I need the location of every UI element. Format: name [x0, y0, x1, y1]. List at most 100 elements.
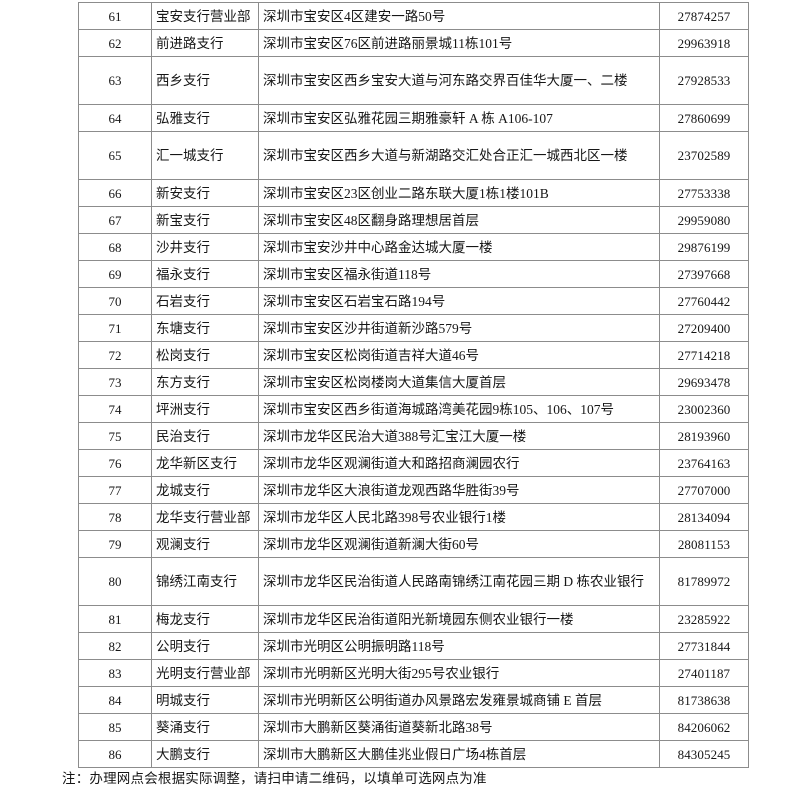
- cell-branch-address: 深圳市龙华区人民北路398号农业银行1楼: [258, 503, 660, 531]
- table-row: 61 宝安支行营业部 深圳市宝安区4区建安一路50号 27874257: [78, 2, 749, 30]
- cell-branch-name: 坪洲支行: [151, 395, 259, 423]
- cell-branch-name: 新安支行: [151, 179, 259, 207]
- cell-branch-phone: 27401187: [659, 659, 749, 687]
- cell-sequence-number: 85: [78, 713, 152, 741]
- cell-branch-phone: 27707000: [659, 476, 749, 504]
- cell-branch-address: 深圳市大鹏新区葵涌街道葵新北路38号: [258, 713, 660, 741]
- cell-branch-address: 深圳市龙华区民治街道阳光新境园东侧农业银行一楼: [258, 605, 660, 633]
- cell-branch-name: 弘雅支行: [151, 104, 259, 132]
- table-row: 62 前进路支行 深圳市宝安区76区前进路丽景城11栋101号 29963918: [78, 29, 749, 57]
- table-row: 73 东方支行 深圳市宝安区松岗楼岗大道集信大厦首层 29693478: [78, 368, 749, 396]
- address-text: 深圳市光明新区公明街道办风景路宏发雍景城商铺 E 首层: [263, 692, 602, 708]
- address-text: 深圳市宝安区松岗街道吉祥大道46号: [263, 347, 479, 363]
- table-row: 79 观澜支行 深圳市龙华区观澜街道新澜大街60号 28081153: [78, 530, 749, 558]
- cell-branch-phone: 84305245: [659, 740, 749, 768]
- cell-branch-address: 深圳市宝安区沙井街道新沙路579号: [258, 314, 660, 342]
- cell-sequence-number: 64: [78, 104, 152, 132]
- address-text: 深圳市宝安区石岩宝石路194号: [263, 293, 446, 309]
- cell-branch-phone: 28134094: [659, 503, 749, 531]
- cell-branch-address: 深圳市龙华区民治街道人民路南锦绣江南花园三期 D 栋农业银行: [258, 557, 660, 606]
- cell-branch-address: 深圳市宝安区西乡大道与新湖路交汇处合正汇一城西北区一楼: [258, 131, 660, 180]
- cell-branch-name: 沙井支行: [151, 233, 259, 261]
- cell-sequence-number: 68: [78, 233, 152, 261]
- cell-sequence-number: 82: [78, 632, 152, 660]
- cell-branch-address: 深圳市龙华区观澜街道新澜大街60号: [258, 530, 660, 558]
- address-text: 深圳市宝安区西乡宝安大道与河东路交界百佳华大厦一、二楼: [263, 73, 628, 88]
- cell-branch-address: 深圳市龙华区大浪街道龙观西路华胜街39号: [258, 476, 660, 504]
- cell-branch-phone: 27714218: [659, 341, 749, 369]
- table-row: 78 龙华支行营业部 深圳市龙华区人民北路398号农业银行1楼 28134094: [78, 503, 749, 531]
- cell-branch-name: 锦绣江南支行: [151, 557, 259, 606]
- cell-branch-phone: 28081153: [659, 530, 749, 558]
- table-row: 64 弘雅支行 深圳市宝安区弘雅花园三期雅豪轩 A 栋 A106-107 278606…: [78, 104, 749, 132]
- cell-branch-name: 松岗支行: [151, 341, 259, 369]
- cell-branch-address: 深圳市光明新区光明大街295号农业银行: [258, 659, 660, 687]
- cell-sequence-number: 86: [78, 740, 152, 768]
- cell-branch-name: 福永支行: [151, 260, 259, 288]
- address-text: 深圳市宝安区沙井街道新沙路579号: [263, 320, 473, 336]
- table-row: 84 明城支行 深圳市光明新区公明街道办风景路宏发雍景城商铺 E 首层 8173863…: [78, 686, 749, 714]
- cell-branch-phone: 28193960: [659, 422, 749, 450]
- cell-sequence-number: 76: [78, 449, 152, 477]
- cell-branch-address: 深圳市宝安区石岩宝石路194号: [258, 287, 660, 315]
- table-row: 67 新宝支行 深圳市宝安区48区翻身路理想居首层 29959080: [78, 206, 749, 234]
- cell-branch-name: 前进路支行: [151, 29, 259, 57]
- table-row: 74 坪洲支行 深圳市宝安区西乡街道海城路湾美花园9栋105、106、107号 230…: [78, 395, 749, 423]
- cell-branch-phone: 23702589: [659, 131, 749, 180]
- cell-branch-address: 深圳市宝安区西乡宝安大道与河东路交界百佳华大厦一、二楼: [258, 56, 660, 105]
- address-text: 深圳市龙华区民治大道388号汇宝江大厦一楼: [263, 428, 527, 444]
- table-row: 72 松岗支行 深圳市宝安区松岗街道吉祥大道46号 27714218: [78, 341, 749, 369]
- cell-branch-address: 深圳市宝安区松岗街道吉祥大道46号: [258, 341, 660, 369]
- cell-sequence-number: 65: [78, 131, 152, 180]
- cell-sequence-number: 73: [78, 368, 152, 396]
- cell-branch-phone: 29963918: [659, 29, 749, 57]
- table-row: 76 龙华新区支行 深圳市龙华区观澜街道大和路招商澜园农行 23764163: [78, 449, 749, 477]
- cell-branch-address: 深圳市宝安区48区翻身路理想居首层: [258, 206, 660, 234]
- cell-branch-phone: 27209400: [659, 314, 749, 342]
- address-text: 深圳市龙华区人民北路398号农业银行1楼: [263, 509, 506, 525]
- cell-branch-name: 石岩支行: [151, 287, 259, 315]
- cell-branch-address: 深圳市光明区公明振明路118号: [258, 632, 660, 660]
- cell-branch-name: 民治支行: [151, 422, 259, 450]
- cell-branch-address: 深圳市宝安沙井中心路金达城大厦一楼: [258, 233, 660, 261]
- cell-sequence-number: 77: [78, 476, 152, 504]
- address-text: 深圳市龙华区观澜街道新澜大街60号: [263, 536, 479, 552]
- table-row: 71 东塘支行 深圳市宝安区沙井街道新沙路579号 27209400: [78, 314, 749, 342]
- cell-branch-phone: 23285922: [659, 605, 749, 633]
- cell-branch-name: 龙华新区支行: [151, 449, 259, 477]
- cell-sequence-number: 79: [78, 530, 152, 558]
- cell-branch-address: 深圳市宝安区福永街道118号: [258, 260, 660, 288]
- address-text: 深圳市宝安区松岗楼岗大道集信大厦首层: [263, 374, 506, 390]
- table-row: 66 新安支行 深圳市宝安区23区创业二路东联大厦1栋1楼101B 27753338: [78, 179, 749, 207]
- cell-branch-phone: 84206062: [659, 713, 749, 741]
- cell-sequence-number: 74: [78, 395, 152, 423]
- address-text: 深圳市光明新区光明大街295号农业银行: [263, 665, 500, 681]
- cell-branch-name: 龙城支行: [151, 476, 259, 504]
- cell-branch-address: 深圳市龙华区观澜街道大和路招商澜园农行: [258, 449, 660, 477]
- address-text: 深圳市大鹏新区大鹏佳兆业假日广场4栋首层: [263, 746, 527, 762]
- table-row: 65 汇一城支行 深圳市宝安区西乡大道与新湖路交汇处合正汇一城西北区一楼 237025…: [78, 131, 749, 180]
- cell-branch-address: 深圳市大鹏新区大鹏佳兆业假日广场4栋首层: [258, 740, 660, 768]
- cell-branch-phone: 27753338: [659, 179, 749, 207]
- cell-sequence-number: 67: [78, 206, 152, 234]
- cell-sequence-number: 66: [78, 179, 152, 207]
- address-text: 深圳市光明区公明振明路118号: [263, 638, 445, 654]
- table-row: 69 福永支行 深圳市宝安区福永街道118号 27397668: [78, 260, 749, 288]
- cell-sequence-number: 61: [78, 2, 152, 30]
- cell-sequence-number: 70: [78, 287, 152, 315]
- cell-branch-address: 深圳市宝安区松岗楼岗大道集信大厦首层: [258, 368, 660, 396]
- cell-branch-name: 宝安支行营业部: [151, 2, 259, 30]
- cell-branch-name: 葵涌支行: [151, 713, 259, 741]
- branch-network-table: 61 宝安支行营业部 深圳市宝安区4区建安一路50号 27874257 62 前进路支行深…: [78, 2, 749, 768]
- cell-branch-phone: 23002360: [659, 395, 749, 423]
- cell-branch-address: 深圳市龙华区民治大道388号汇宝江大厦一楼: [258, 422, 660, 450]
- cell-branch-phone: 81738638: [659, 686, 749, 714]
- cell-branch-name: 明城支行: [151, 686, 259, 714]
- address-text: 深圳市龙华区大浪街道龙观西路华胜街39号: [263, 482, 520, 498]
- cell-sequence-number: 84: [78, 686, 152, 714]
- cell-branch-name: 梅龙支行: [151, 605, 259, 633]
- cell-sequence-number: 72: [78, 341, 152, 369]
- cell-branch-name: 新宝支行: [151, 206, 259, 234]
- address-text: 深圳市宝安区西乡街道海城路湾美花园9栋105、106、107号: [263, 401, 614, 417]
